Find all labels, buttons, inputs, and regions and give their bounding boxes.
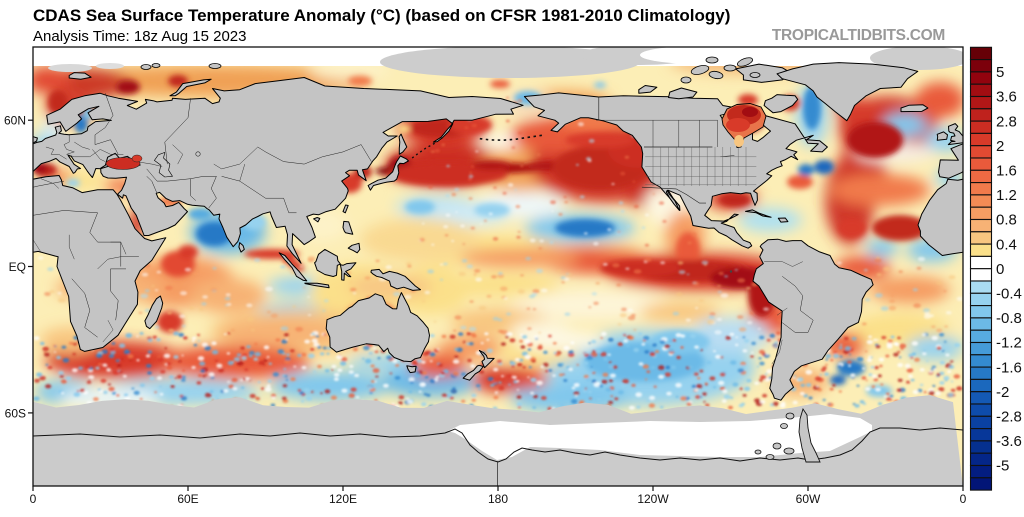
svg-text:0: 0 — [30, 492, 37, 506]
svg-text:60W: 60W — [796, 492, 821, 506]
svg-text:-1.2: -1.2 — [996, 335, 1022, 352]
svg-text:Analysis Time: 18z Aug 15 2023: Analysis Time: 18z Aug 15 2023 — [33, 28, 246, 45]
svg-text:-1.6: -1.6 — [996, 359, 1022, 376]
svg-text:60S: 60S — [5, 406, 26, 420]
svg-text:1.2: 1.2 — [996, 187, 1017, 204]
svg-text:0.4: 0.4 — [996, 236, 1017, 253]
svg-text:-2.8: -2.8 — [996, 409, 1022, 426]
svg-text:180: 180 — [488, 492, 508, 506]
svg-text:-0.8: -0.8 — [996, 310, 1022, 327]
svg-text:2: 2 — [996, 138, 1004, 155]
svg-text:5: 5 — [996, 64, 1004, 81]
svg-text:CDAS Sea Surface Temperature A: CDAS Sea Surface Temperature Anomaly (°C… — [33, 6, 730, 25]
svg-text:120W: 120W — [637, 492, 669, 506]
svg-text:60E: 60E — [177, 492, 198, 506]
svg-text:-3.6: -3.6 — [996, 433, 1022, 450]
svg-text:TROPICALTIDBITS.COM: TROPICALTIDBITS.COM — [772, 27, 945, 44]
svg-text:-0.4: -0.4 — [996, 286, 1022, 303]
svg-text:0: 0 — [960, 492, 967, 506]
svg-text:2.8: 2.8 — [996, 113, 1017, 130]
svg-text:-5: -5 — [996, 458, 1009, 475]
svg-text:120E: 120E — [329, 492, 357, 506]
svg-text:0: 0 — [996, 261, 1004, 278]
svg-text:60N: 60N — [4, 114, 26, 128]
svg-text:0.8: 0.8 — [996, 212, 1017, 229]
svg-text:1.6: 1.6 — [996, 163, 1017, 180]
svg-text:-2: -2 — [996, 384, 1009, 401]
svg-text:EQ: EQ — [9, 260, 26, 274]
svg-text:3.6: 3.6 — [996, 89, 1017, 106]
